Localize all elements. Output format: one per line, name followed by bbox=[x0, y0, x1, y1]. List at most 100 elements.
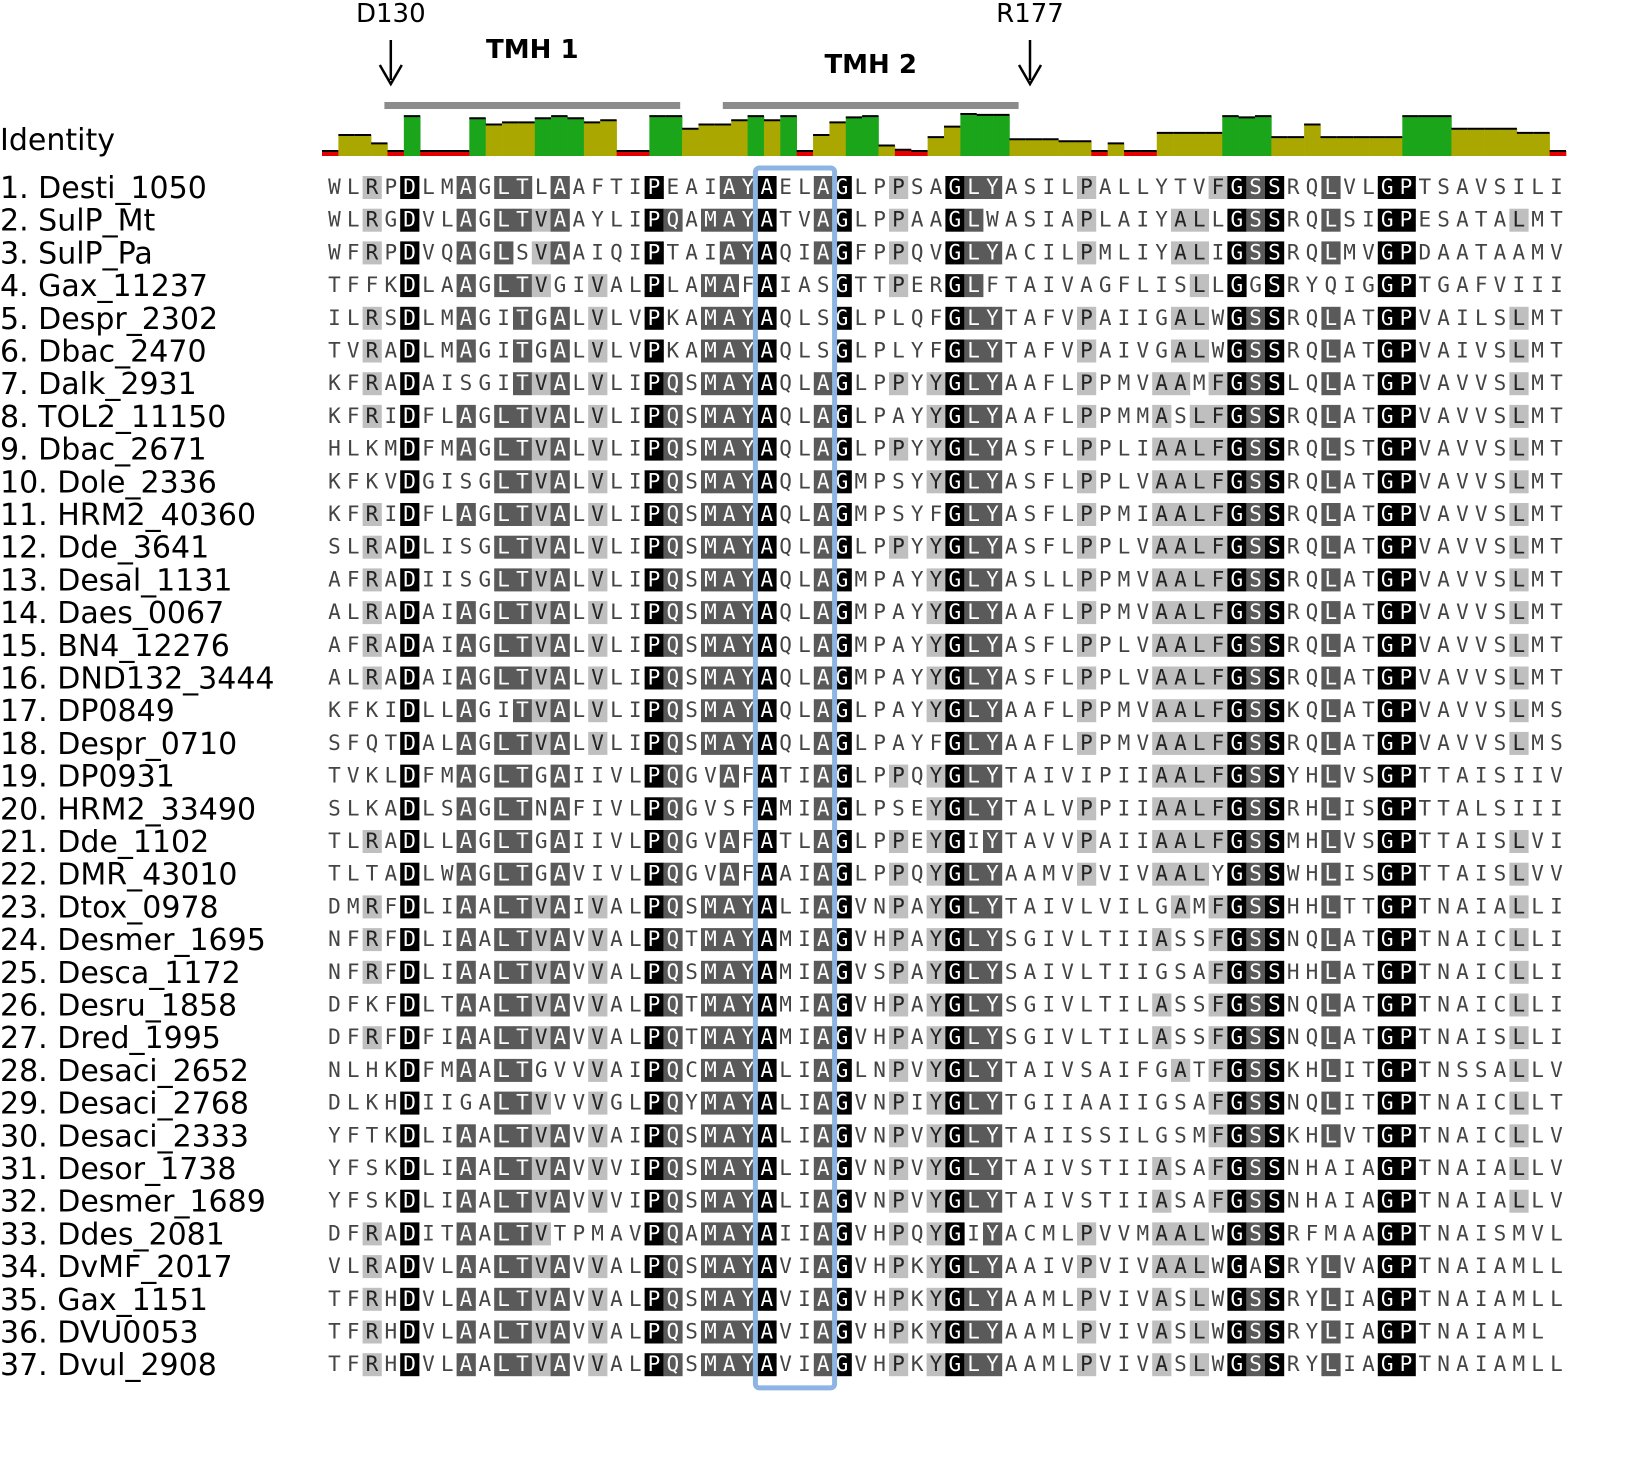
residue: L bbox=[610, 535, 623, 559]
identity-bar bbox=[1369, 137, 1387, 156]
residue: A bbox=[460, 1320, 473, 1344]
residue: V bbox=[591, 339, 604, 363]
residue: M bbox=[1531, 731, 1544, 755]
residue: T bbox=[1418, 764, 1431, 788]
residue: L bbox=[892, 339, 905, 363]
residue: V bbox=[1099, 1254, 1112, 1278]
residue: A bbox=[760, 1287, 773, 1311]
residue: S bbox=[685, 1287, 698, 1311]
residue: V bbox=[535, 600, 548, 624]
residue: S bbox=[1475, 1058, 1488, 1082]
residue: A bbox=[1174, 796, 1187, 820]
residue: Y bbox=[742, 894, 755, 918]
residue: A bbox=[554, 535, 567, 559]
residue: S bbox=[1494, 600, 1507, 624]
residue: L bbox=[497, 1254, 510, 1278]
residue: L bbox=[1212, 273, 1225, 297]
residue: Y bbox=[911, 437, 924, 461]
residue: A bbox=[723, 208, 736, 232]
residue: P bbox=[892, 764, 905, 788]
residue: T bbox=[1005, 829, 1018, 853]
residue: K bbox=[384, 273, 397, 297]
residue: A bbox=[1005, 633, 1018, 657]
residue: I bbox=[1343, 1287, 1356, 1311]
residue: L bbox=[1512, 600, 1525, 624]
residue: L bbox=[1136, 993, 1149, 1017]
residue: S bbox=[1268, 1287, 1281, 1311]
residue: A bbox=[817, 1287, 830, 1311]
residue: L bbox=[1212, 208, 1225, 232]
residue: T bbox=[1005, 894, 1018, 918]
residue: K bbox=[328, 698, 341, 722]
residue: V bbox=[591, 404, 604, 428]
residue: Q bbox=[779, 469, 792, 493]
residue: I bbox=[1512, 796, 1525, 820]
residue: P bbox=[648, 666, 661, 690]
residue: A bbox=[384, 633, 397, 657]
residue-cell bbox=[456, 241, 476, 265]
residue-cell bbox=[663, 208, 683, 232]
residue: P bbox=[1080, 371, 1093, 395]
residue: G bbox=[1381, 796, 1394, 820]
residue: A bbox=[1174, 764, 1187, 788]
sequence-name: 31. Desor_1738 bbox=[0, 1152, 236, 1187]
residue: I bbox=[1118, 993, 1131, 1017]
residue: M bbox=[1531, 698, 1544, 722]
residue: I bbox=[1456, 339, 1469, 363]
residue: P bbox=[1400, 829, 1413, 853]
identity-bar bbox=[1353, 137, 1370, 156]
residue: S bbox=[1494, 1221, 1507, 1245]
residue: Q bbox=[666, 600, 679, 624]
residue: L bbox=[441, 208, 454, 232]
residue: I bbox=[441, 894, 454, 918]
residue: F bbox=[1212, 1025, 1225, 1049]
residue: A bbox=[554, 371, 567, 395]
residue: V bbox=[629, 1221, 642, 1245]
residue: V bbox=[535, 894, 548, 918]
residue: W bbox=[1287, 862, 1300, 886]
residue: T bbox=[1099, 1025, 1112, 1049]
residue: F bbox=[1212, 1123, 1225, 1147]
residue: V bbox=[535, 1254, 548, 1278]
residue: R bbox=[1287, 240, 1300, 264]
residue: V bbox=[854, 1254, 867, 1278]
residue: H bbox=[384, 1287, 397, 1311]
residue: G bbox=[836, 600, 849, 624]
residue: S bbox=[1024, 175, 1037, 199]
residue: G bbox=[1155, 960, 1168, 984]
residue: L bbox=[892, 306, 905, 330]
residue: D bbox=[328, 993, 341, 1017]
residue: S bbox=[1268, 502, 1281, 526]
residue: A bbox=[760, 600, 773, 624]
residue: A bbox=[1512, 240, 1525, 264]
residue: G bbox=[1155, 894, 1168, 918]
residue: A bbox=[723, 764, 736, 788]
residue: I bbox=[1042, 764, 1055, 788]
residue: F bbox=[1212, 535, 1225, 559]
residue: L bbox=[798, 666, 811, 690]
residue: R bbox=[366, 829, 379, 853]
residue: A bbox=[1324, 1156, 1337, 1180]
residue: V bbox=[535, 927, 548, 951]
residue: S bbox=[892, 796, 905, 820]
residue: S bbox=[1268, 764, 1281, 788]
residue: Y bbox=[930, 1091, 943, 1115]
residue: Y bbox=[986, 796, 999, 820]
residue: I bbox=[798, 993, 811, 1017]
residue: L bbox=[1324, 731, 1337, 755]
residue: L bbox=[610, 469, 623, 493]
residue: G bbox=[836, 404, 849, 428]
residue: T bbox=[1174, 175, 1187, 199]
residue: H bbox=[1306, 862, 1319, 886]
residue: T bbox=[1550, 633, 1563, 657]
residue: I bbox=[1475, 1287, 1488, 1311]
residue: R bbox=[1287, 567, 1300, 591]
residue: L bbox=[1080, 1025, 1093, 1049]
residue: A bbox=[1005, 240, 1018, 264]
residue: I bbox=[798, 1254, 811, 1278]
residue: L bbox=[1080, 960, 1093, 984]
residue: P bbox=[1400, 1221, 1413, 1245]
